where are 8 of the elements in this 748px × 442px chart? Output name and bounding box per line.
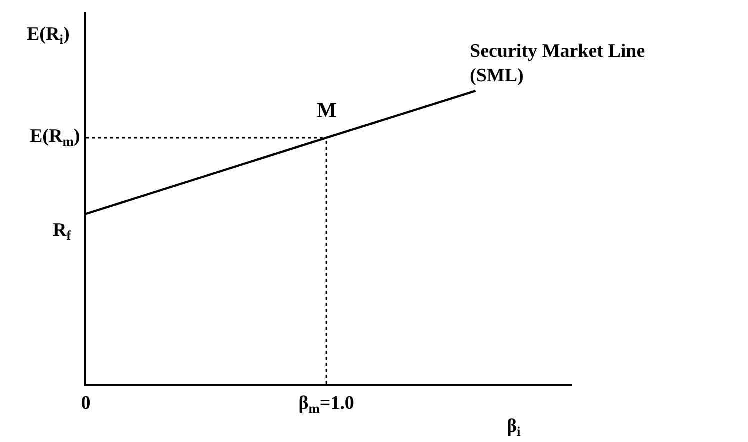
x-tick-label: β$_{m}$=1.0 <box>298 392 354 416</box>
x-tick-label: 0 <box>81 392 91 414</box>
series-label: Security Market Line (SML) <box>470 41 646 87</box>
ref-line-label: E(R$_{m}$) <box>30 126 80 149</box>
annotation: R$_{f}$ <box>53 220 72 243</box>
x-axis-title: β$_{i}$ <box>507 416 522 439</box>
annotation: M <box>317 98 337 122</box>
y-axis-title: E(R$_{i}$) <box>27 24 70 47</box>
